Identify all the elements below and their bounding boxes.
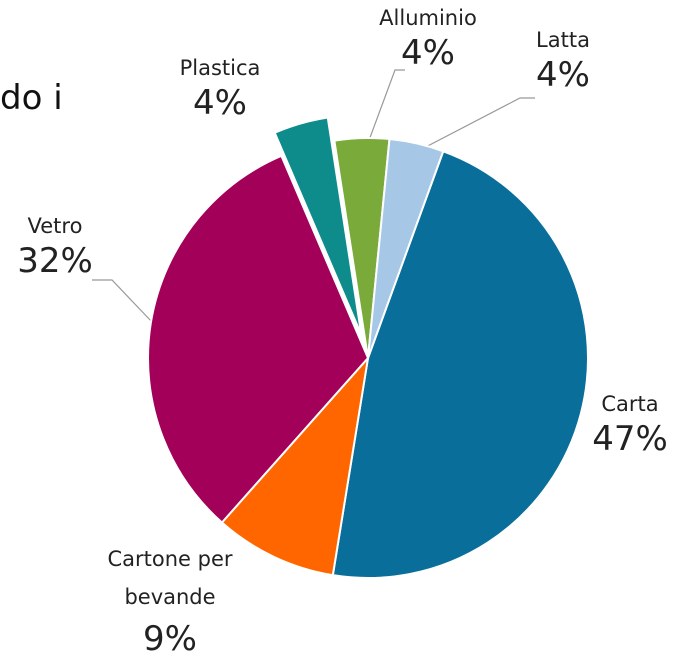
slice-value-label: 47% (592, 419, 668, 459)
slice-label: Latta (536, 28, 590, 52)
leader-line (367, 69, 405, 144)
slice-label: Carta (601, 392, 659, 416)
slice-label: Vetro (27, 214, 83, 238)
slice-value-label: 9% (143, 619, 197, 659)
pie-slice (273, 116, 363, 336)
leader-line (92, 279, 153, 323)
slice-label: Alluminio (379, 6, 477, 30)
slice-label: Plastica (179, 56, 261, 80)
slice-label: Cartone per bevande (107, 547, 233, 609)
slice-value-label: 32% (17, 241, 93, 281)
pie-slice (220, 354, 370, 577)
leader-line (419, 97, 535, 151)
pie-slice (367, 137, 445, 359)
text-fragment: do i (0, 78, 63, 118)
slice-value-label: 4% (193, 83, 247, 123)
slice-value-label: 4% (401, 33, 455, 73)
slice-value-label: 4% (536, 55, 590, 95)
pie-slice (331, 149, 589, 579)
pie-slice (147, 154, 370, 524)
